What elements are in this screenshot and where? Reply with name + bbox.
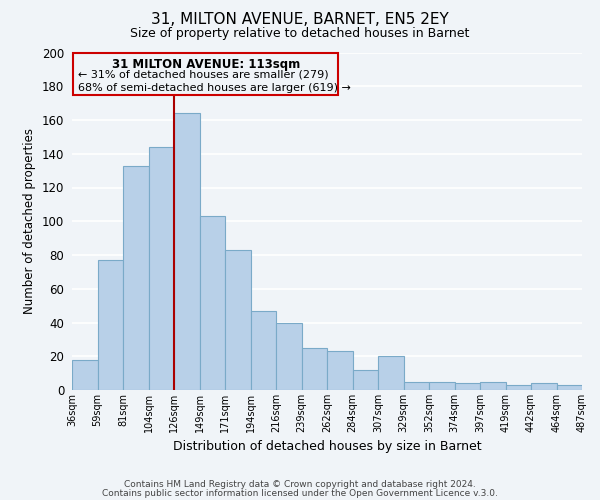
- X-axis label: Distribution of detached houses by size in Barnet: Distribution of detached houses by size …: [173, 440, 481, 454]
- Bar: [327, 351, 353, 390]
- Bar: [72, 360, 97, 390]
- Bar: [225, 250, 251, 390]
- Bar: [149, 147, 174, 390]
- Bar: [251, 310, 276, 390]
- Bar: [455, 383, 480, 390]
- FancyBboxPatch shape: [73, 52, 338, 94]
- Text: Contains HM Land Registry data © Crown copyright and database right 2024.: Contains HM Land Registry data © Crown c…: [124, 480, 476, 489]
- Bar: [302, 348, 327, 390]
- Bar: [505, 385, 531, 390]
- Bar: [531, 383, 557, 390]
- Y-axis label: Number of detached properties: Number of detached properties: [23, 128, 37, 314]
- Bar: [199, 216, 225, 390]
- Text: 31 MILTON AVENUE: 113sqm: 31 MILTON AVENUE: 113sqm: [112, 58, 300, 70]
- Bar: [404, 382, 429, 390]
- Text: 68% of semi-detached houses are larger (619) →: 68% of semi-detached houses are larger (…: [79, 83, 351, 93]
- Text: 31, MILTON AVENUE, BARNET, EN5 2EY: 31, MILTON AVENUE, BARNET, EN5 2EY: [151, 12, 449, 28]
- Bar: [97, 260, 123, 390]
- Bar: [378, 356, 404, 390]
- Bar: [276, 322, 302, 390]
- Bar: [429, 382, 455, 390]
- Bar: [123, 166, 149, 390]
- Bar: [557, 385, 582, 390]
- Text: Size of property relative to detached houses in Barnet: Size of property relative to detached ho…: [130, 28, 470, 40]
- Text: ← 31% of detached houses are smaller (279): ← 31% of detached houses are smaller (27…: [79, 70, 329, 80]
- Text: Contains public sector information licensed under the Open Government Licence v.: Contains public sector information licen…: [102, 488, 498, 498]
- Bar: [353, 370, 378, 390]
- Bar: [480, 382, 505, 390]
- Bar: [174, 114, 199, 390]
